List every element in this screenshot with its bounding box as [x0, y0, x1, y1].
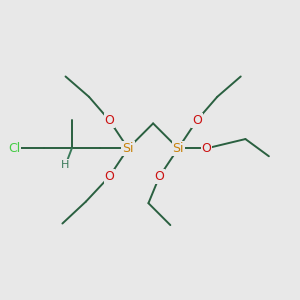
Text: Si: Si [172, 142, 184, 155]
Text: Si: Si [122, 142, 134, 155]
Text: H: H [61, 160, 70, 170]
Text: Cl: Cl [8, 142, 20, 155]
Text: O: O [201, 142, 211, 155]
Text: O: O [192, 114, 202, 127]
Text: O: O [104, 114, 114, 127]
Text: O: O [104, 170, 114, 183]
Text: O: O [154, 170, 164, 183]
